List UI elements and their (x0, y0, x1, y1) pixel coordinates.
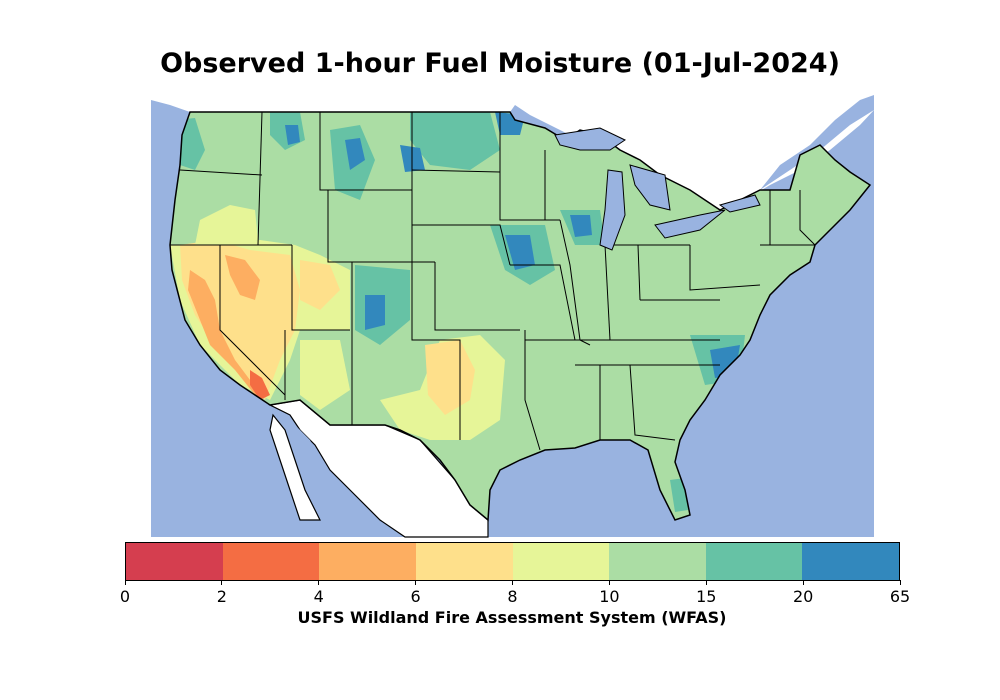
lake-ontario (718, 194, 761, 213)
colorbar-tick-label: 10 (599, 587, 620, 606)
colorbar-tick (899, 580, 901, 585)
colorbar-segment (512, 543, 610, 580)
lake-erie (654, 209, 726, 239)
colorbar-segment (222, 543, 320, 580)
colorbar-tick (802, 580, 804, 585)
colorbar-tick-label: 4 (313, 587, 324, 606)
lake-superior (554, 127, 627, 151)
baja-peninsula (269, 413, 321, 521)
colorbar-tick-label: 65 (889, 587, 911, 606)
colorbar-tick (124, 580, 126, 585)
state-borders (170, 111, 816, 451)
colorbar-label: USFS Wildland Fire Assessment System (WF… (297, 608, 727, 627)
colorbar-tick (221, 580, 223, 585)
fuel-moisture-map (151, 84, 874, 538)
colorbar-segment (319, 543, 416, 580)
colorbar (125, 542, 900, 581)
us-outline (169, 111, 872, 522)
lake-michigan (599, 169, 626, 251)
colorbar-tick-label: 20 (792, 587, 814, 606)
map-title: Observed 1-hour Fuel Moisture (01-Jul-20… (160, 48, 840, 79)
colorbar-tick-label: 8 (507, 587, 518, 606)
colorbar-tick-label: 15 (696, 587, 717, 606)
colorbar-tick (705, 580, 707, 585)
colorbar-tick (415, 580, 417, 585)
colorbar-segment (705, 543, 803, 580)
colorbar-tick-label: 6 (410, 587, 421, 606)
st-lawrence-water (760, 95, 874, 190)
colorbar-tick (318, 580, 320, 585)
colorbar-segment (802, 543, 899, 580)
colorbar-segment (609, 543, 706, 580)
colorbar-segment (415, 543, 513, 580)
gulf-of-california (290, 420, 340, 500)
colorbar-tick-label: 0 (119, 587, 131, 606)
colorbar-tick (512, 580, 513, 585)
colorbar-tick (608, 580, 610, 585)
lake-huron (629, 164, 671, 211)
colorbar-segment (126, 543, 223, 580)
colorbar-tick-label: 2 (216, 587, 227, 606)
